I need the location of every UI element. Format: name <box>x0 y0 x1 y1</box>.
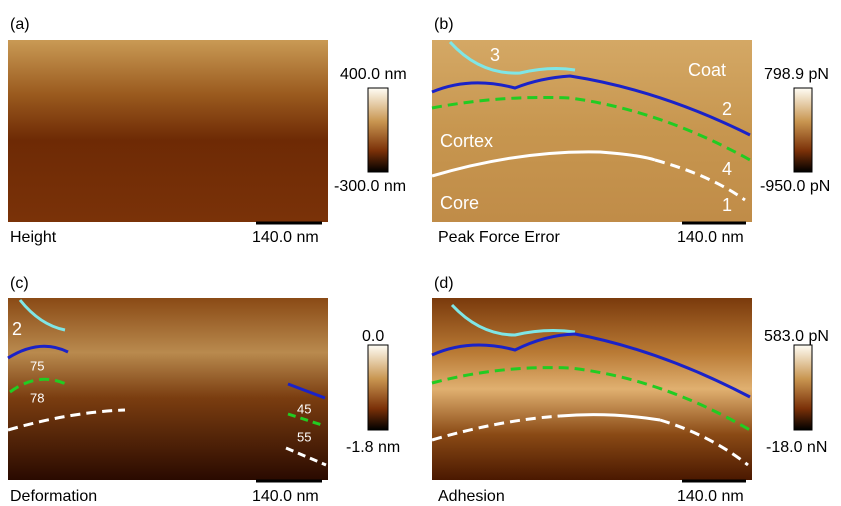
colorbar-max: 400.0 nm <box>340 66 407 83</box>
colorbar-min: -18.0 nN <box>766 439 827 456</box>
caption: Height <box>10 229 57 246</box>
caption: Peak Force Error <box>438 229 560 246</box>
panel-label: (a) <box>10 16 30 33</box>
annotation: Coat <box>688 60 726 80</box>
annotation: 3 <box>490 45 500 65</box>
scale-label: 140.0 nm <box>677 229 744 246</box>
scale-label: 140.0 nm <box>252 229 319 246</box>
image <box>8 298 328 480</box>
colorbar-min: -950.0 pN <box>760 178 830 195</box>
scale-label: 140.0 nm <box>252 488 319 505</box>
colorbar <box>794 345 812 430</box>
panel-label: (c) <box>10 275 29 292</box>
colorbar-min: -1.8 nm <box>346 439 400 456</box>
annotation: 1 <box>722 195 732 215</box>
colorbar-max: 798.9 pN <box>764 66 829 83</box>
annotation: 2 <box>722 99 732 119</box>
annotation: Cortex <box>440 131 493 151</box>
annotation: 45 <box>297 401 311 416</box>
caption: Deformation <box>10 488 97 505</box>
colorbar <box>368 88 388 172</box>
panel-label: (d) <box>434 275 454 292</box>
annotation: 4 <box>722 159 732 179</box>
colorbar <box>368 345 388 430</box>
colorbar-max: 583.0 pN <box>764 328 829 345</box>
annotation: Core <box>440 193 479 213</box>
scale-label: 140.0 nm <box>677 488 744 505</box>
colorbar-max: 0.0 <box>362 328 384 345</box>
annotation: 55 <box>297 429 311 444</box>
annotation: 78 <box>30 390 44 405</box>
colorbar <box>794 88 812 172</box>
annotation: 2 <box>12 319 22 339</box>
colorbar-min: -300.0 nm <box>334 178 406 195</box>
figure: (a) Height 140.0 nm 400.0 nm -300.0 nm (… <box>0 0 841 506</box>
panel-label: (b) <box>434 16 454 33</box>
caption: Adhesion <box>438 488 505 505</box>
annotation: 75 <box>30 358 44 373</box>
image <box>8 40 328 222</box>
